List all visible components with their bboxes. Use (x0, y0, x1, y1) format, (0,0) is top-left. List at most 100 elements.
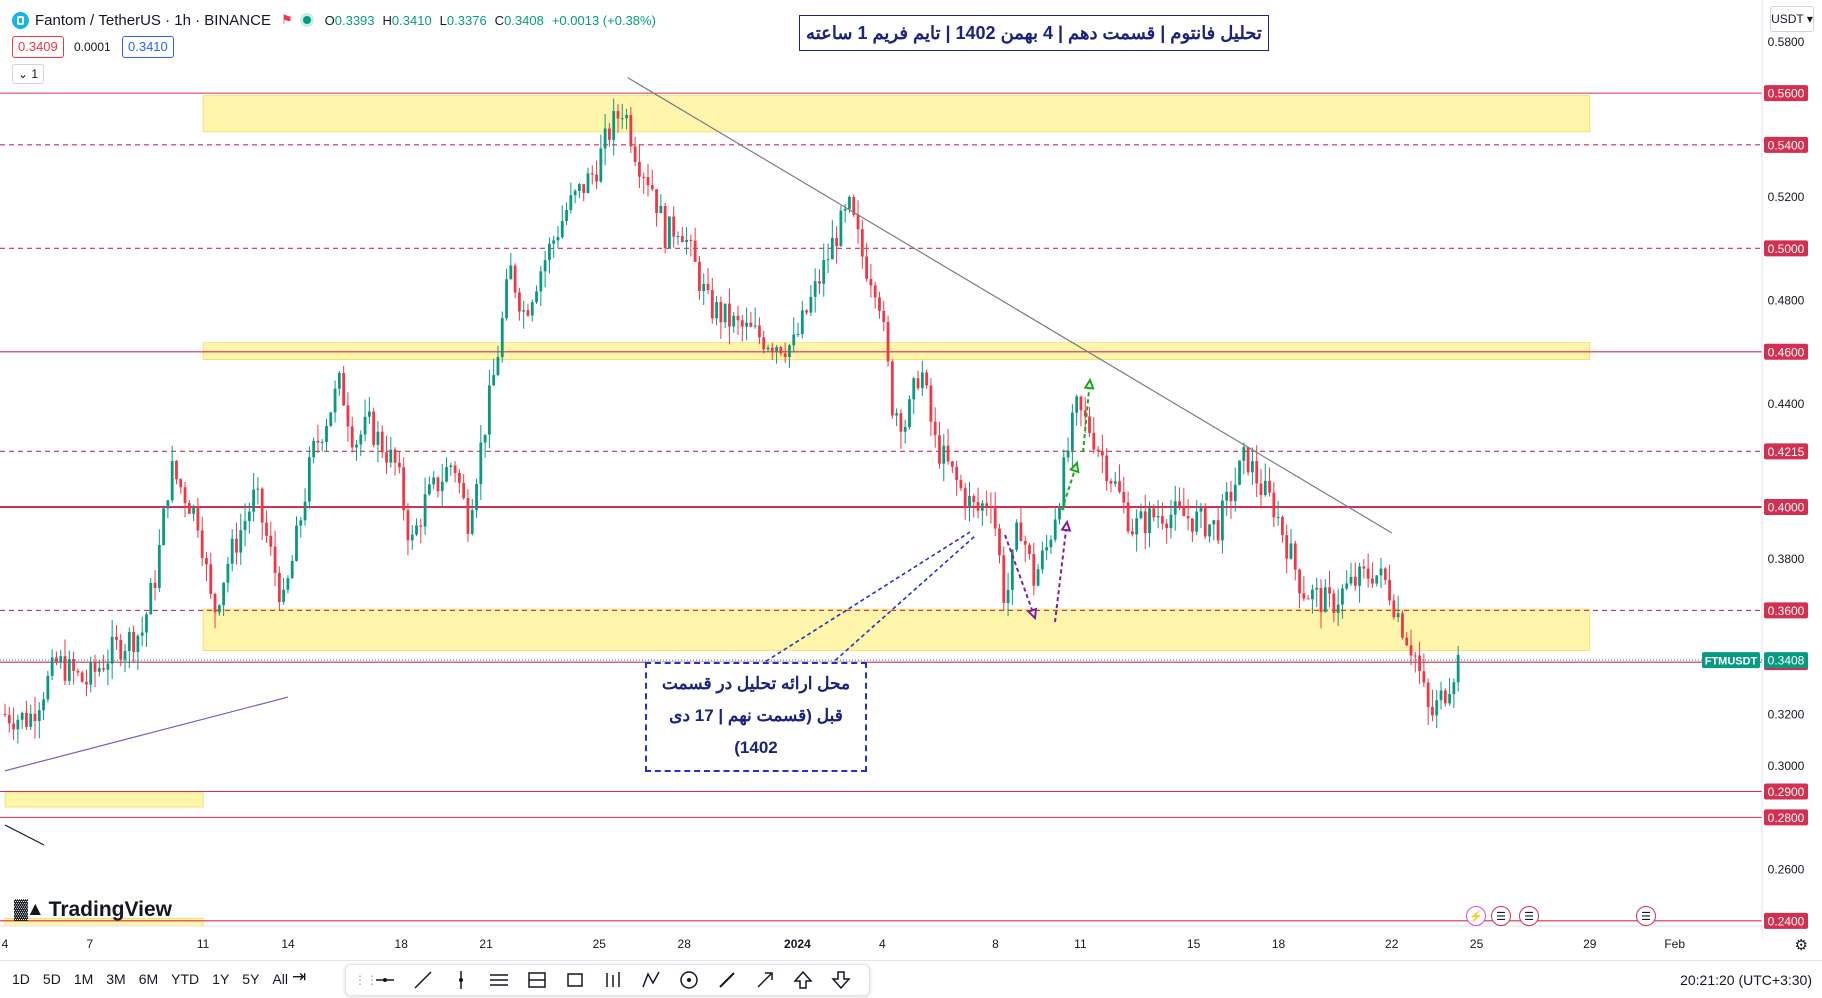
candle (93, 654, 97, 687)
range-5y[interactable]: 5Y (242, 971, 260, 987)
candle-body (650, 185, 654, 190)
candle (1431, 689, 1434, 722)
brush-icon[interactable] (712, 967, 742, 993)
candle (453, 461, 457, 483)
arrow-icon[interactable] (750, 967, 780, 993)
candle (1195, 500, 1199, 536)
candle (968, 482, 971, 522)
arrow-up-icon[interactable] (788, 967, 818, 993)
price-tick-label: 0.5600 (1768, 87, 1805, 101)
candle-body (835, 237, 838, 247)
candle-body (1409, 645, 1413, 656)
candle-body (993, 506, 997, 529)
range-ytd[interactable]: YTD (171, 971, 200, 987)
candle-body (46, 675, 50, 700)
price-tick-label: 0.5200 (1768, 190, 1805, 204)
candle-body (29, 713, 33, 727)
range-1y[interactable]: 1Y (212, 971, 230, 987)
symbol-header[interactable]: Fantom / TetherUS · 1h · BINANCE ⚑ O0.33… (12, 8, 656, 32)
candle-body (1122, 491, 1126, 503)
buy-price-button[interactable]: 0.3410 (122, 36, 174, 58)
purple-arrow-up-head (1060, 519, 1072, 532)
fib-retracement-icon[interactable] (522, 967, 552, 993)
candle (663, 202, 667, 254)
time-axis-bg (0, 926, 1762, 960)
candle-body (55, 657, 58, 663)
candle-body (946, 445, 950, 462)
supply-demand-zone (202, 608, 1591, 651)
candle (1152, 504, 1156, 522)
candle (290, 555, 294, 579)
trend-line-icon[interactable] (408, 967, 438, 993)
candle (560, 205, 564, 240)
us-flag-event-icon[interactable]: ☰ (1636, 906, 1656, 926)
candle (770, 342, 774, 361)
range-6m[interactable]: 6M (138, 971, 159, 987)
price-chart[interactable]: 0.5800 0.5600 0.5400 0.5200 0.5000 0.4800 0.46… (0, 0, 1822, 960)
price-label-bg (1764, 498, 1808, 515)
candle-body (908, 399, 911, 428)
sell-price-button[interactable]: 0.3409 (12, 36, 64, 58)
candle-body (1058, 507, 1061, 520)
trendline-layer (4, 77, 1393, 846)
candle-body (1418, 655, 1421, 672)
candle-body (646, 177, 650, 186)
time-readout[interactable]: 20:21:20 (UTC+3:30) (1680, 972, 1812, 988)
symbol-name[interactable]: Fantom (35, 11, 86, 29)
quote-name: TetherUS (98, 11, 161, 29)
gear-icon[interactable]: ⚙ (1794, 937, 1808, 954)
currency-selector[interactable]: USDT ▾ (1770, 6, 1814, 32)
fantom-logo-icon (12, 11, 29, 29)
candle (1028, 543, 1031, 560)
parallel-channel-icon[interactable] (484, 967, 514, 993)
tradingview-mark-icon: ▓▲ (14, 899, 45, 920)
us-flag-event-icon[interactable]: ☰ (1491, 906, 1511, 926)
price-label-bg (1764, 240, 1808, 257)
note-annotation[interactable]: محل ارائه تحلیل در قسمت قبل (قسمت نهم | … (645, 662, 867, 772)
range-5d[interactable]: 5D (42, 971, 61, 987)
candle-body (920, 372, 924, 389)
candle-body (1010, 549, 1014, 590)
collapse-indicators-button[interactable]: ⌄ 1 (12, 64, 44, 84)
candle-body (209, 564, 213, 594)
vertical-line-icon[interactable] (446, 967, 476, 993)
candle-body (1152, 508, 1156, 518)
drag-handle-icon[interactable]: ⋮⋮ (354, 973, 378, 987)
rectangle-icon[interactable] (560, 967, 590, 993)
candle-body (316, 440, 320, 443)
candle (1311, 584, 1314, 614)
candle-body (333, 388, 337, 413)
candle (342, 365, 346, 406)
current-price-label: 0.3408 (1768, 654, 1805, 668)
title-annotation[interactable]: تحلیل فانتوم | قسمت دهم | 4 بهمن 1402 | … (799, 15, 1269, 51)
go-to-date-icon[interactable]: ⇥ (292, 967, 307, 986)
candle (1263, 463, 1267, 497)
candle-body (427, 484, 431, 495)
lightning-event-icon[interactable]: ⚡ (1466, 906, 1486, 926)
candle-body (170, 460, 174, 501)
us-flag-event-icon[interactable]: ☰ (1519, 906, 1539, 926)
range-all[interactable]: All (272, 971, 288, 987)
price-label-bg (1764, 912, 1808, 929)
arrow-down-icon[interactable] (826, 967, 856, 993)
xabcd-pattern-icon[interactable] (636, 967, 666, 993)
circle-icon[interactable] (674, 967, 704, 993)
candle (175, 460, 178, 485)
candle-body (162, 508, 165, 546)
range-1d[interactable]: 1D (12, 971, 30, 987)
candle-body (663, 205, 667, 249)
candle (715, 295, 718, 326)
candle-body (1289, 543, 1293, 559)
candle-body (633, 146, 637, 162)
candle (775, 345, 778, 364)
long-position-icon[interactable] (598, 967, 628, 993)
range-3m[interactable]: 3M (106, 971, 126, 987)
candle (415, 518, 418, 537)
horizontal-ray-icon[interactable] (370, 967, 400, 993)
candle-body (337, 372, 341, 389)
range-1m[interactable]: 1M (73, 971, 94, 987)
candle-body (7, 714, 11, 724)
candle (200, 516, 204, 567)
flag-icon[interactable]: ⚑ (280, 12, 293, 27)
tradingview-logo[interactable]: ▓▲ TradingView (14, 898, 172, 922)
